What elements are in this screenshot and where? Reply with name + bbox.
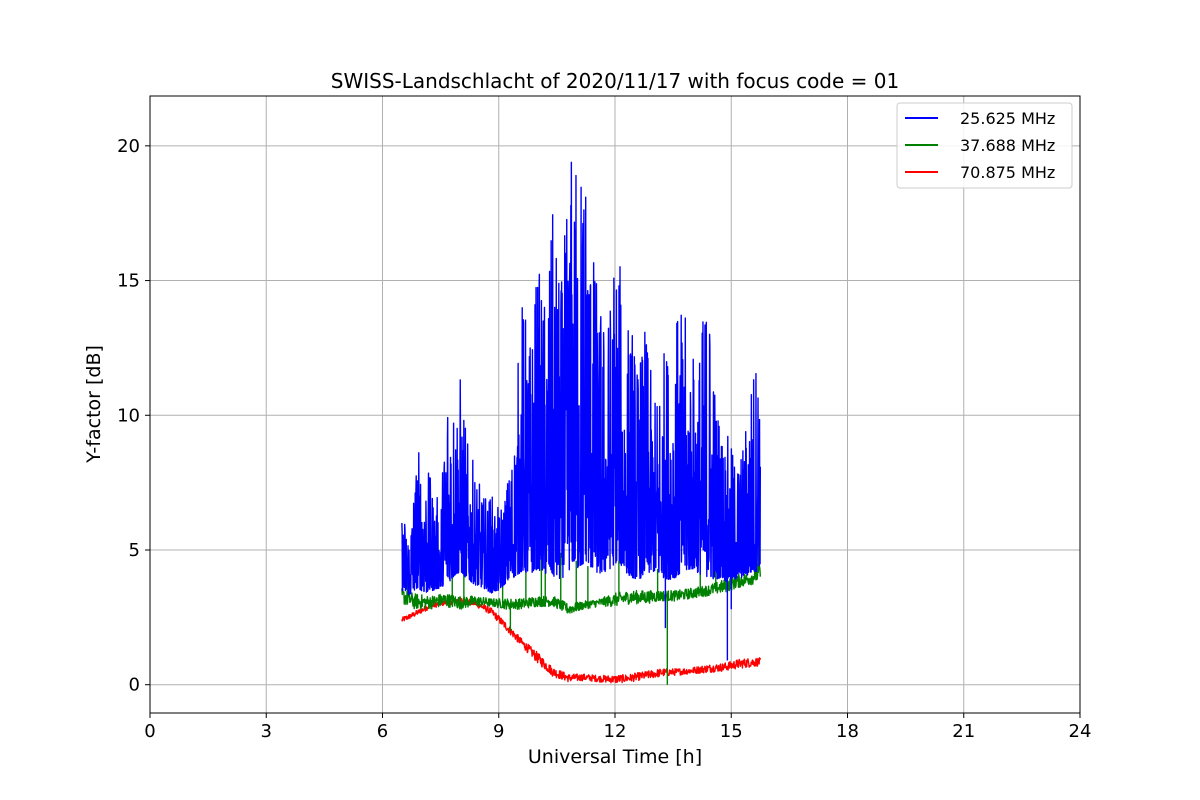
y-tick-label: 0 bbox=[129, 675, 140, 696]
x-axis-label: Universal Time [h] bbox=[528, 746, 702, 768]
y-axis-label: Y-factor [dB] bbox=[83, 345, 105, 464]
x-tick-label: 3 bbox=[261, 721, 272, 742]
x-tick-label: 24 bbox=[1069, 721, 1092, 742]
chart-title: SWISS-Landschlacht of 2020/11/17 with fo… bbox=[331, 69, 899, 93]
y-tick-label: 5 bbox=[129, 540, 140, 561]
x-tick-label: 0 bbox=[144, 721, 155, 742]
series-70-875-mhz bbox=[401, 596, 761, 684]
legend-label: 37.688 MHz bbox=[960, 136, 1055, 155]
x-tick-label: 21 bbox=[952, 721, 975, 742]
ticks: 0 3 6 9 12 15 18 21 24 0 5 10 15 20 bbox=[117, 136, 1091, 742]
y-tick-label: 10 bbox=[117, 405, 140, 426]
x-tick-label: 18 bbox=[836, 721, 859, 742]
x-tick-label: 12 bbox=[604, 721, 627, 742]
x-tick-label: 9 bbox=[493, 721, 504, 742]
legend-box bbox=[896, 102, 1073, 189]
x-tick-label: 6 bbox=[377, 721, 388, 742]
legend: 25.625 MHz 37.688 MHz 70.875 MHz bbox=[896, 102, 1073, 189]
series-line bbox=[401, 161, 762, 661]
series-25-625-mhz bbox=[401, 161, 762, 661]
series-layer bbox=[401, 161, 762, 685]
series-line bbox=[401, 596, 761, 684]
legend-label: 25.625 MHz bbox=[960, 109, 1055, 128]
x-tick-label: 15 bbox=[720, 721, 743, 742]
legend-label: 70.875 MHz bbox=[960, 163, 1055, 182]
y-tick-label: 20 bbox=[117, 136, 140, 157]
y-tick-label: 15 bbox=[117, 271, 140, 292]
